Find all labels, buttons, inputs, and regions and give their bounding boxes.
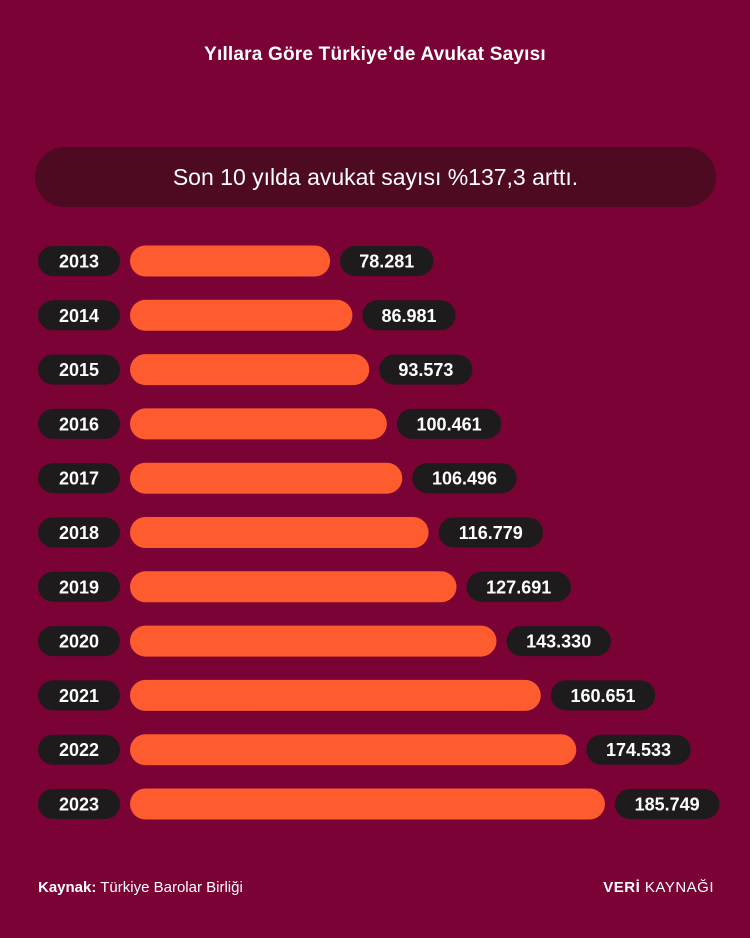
value-pill [340, 246, 434, 276]
value-pill [614, 789, 720, 819]
value-label: 185.749 [635, 795, 700, 815]
value-pill [506, 626, 611, 657]
bar [130, 462, 403, 494]
year-pill [38, 734, 120, 765]
year-label: 2014 [59, 306, 99, 326]
highlight-text: Son 10 yılda avukat sayısı %137,3 arttı. [172, 163, 579, 190]
year-label: 2016 [59, 414, 99, 434]
value-pill [412, 463, 517, 494]
year-pill [38, 626, 120, 657]
value-pill [362, 300, 456, 331]
year-pill [38, 463, 120, 494]
value-label: 127.691 [486, 577, 551, 597]
bar [130, 245, 331, 277]
year-label: 2017 [59, 469, 99, 489]
value-label: 78.281 [359, 252, 414, 272]
year-pill [38, 300, 120, 331]
year-pill [38, 408, 120, 439]
value-pill [396, 408, 502, 439]
year-label: 2018 [59, 523, 99, 543]
value-label: 86.981 [381, 306, 436, 326]
year-pill [38, 354, 120, 385]
year-pill [38, 789, 120, 819]
chart-title: Yıllara Göre Türkiye’de Avukat Sayısı [204, 44, 546, 65]
value-label: 100.461 [417, 414, 482, 434]
value-pill [586, 734, 691, 765]
year-pill [38, 517, 120, 548]
year-pill [38, 680, 120, 711]
bar [130, 354, 370, 386]
year-label: 2023 [59, 795, 99, 815]
year-label: 2020 [59, 632, 99, 652]
brand-light: KAYNAĞI [644, 879, 714, 896]
bar [130, 788, 605, 820]
value-label: 174.533 [606, 740, 671, 760]
bar [130, 408, 387, 440]
brand-bold: VERİ [603, 879, 641, 896]
bar [130, 625, 497, 657]
year-label: 2013 [59, 252, 99, 272]
year-label: 2019 [59, 577, 99, 597]
value-label: 160.651 [570, 686, 635, 706]
value-pill [550, 680, 656, 711]
bar [130, 517, 429, 548]
bar-chart: 2013 78.281 2014 86.981 2015 93.573 2016 100.46… [38, 245, 720, 820]
year-label: 2022 [59, 740, 99, 760]
source-label: Kaynak: [38, 879, 97, 896]
source-name: Türkiye Barolar Birliği [100, 879, 243, 896]
bar [130, 734, 577, 766]
value-pill [379, 354, 473, 385]
brand-logo: VERİ KAYNAĞI [603, 879, 714, 896]
bar [130, 679, 541, 711]
bar [130, 299, 353, 331]
value-pill [466, 571, 571, 602]
value-label: 116.779 [459, 523, 523, 543]
value-label: 106.496 [432, 469, 497, 489]
value-label: 93.573 [398, 360, 453, 380]
highlight-banner: Son 10 yılda avukat sayısı %137,3 arttı. [35, 147, 716, 207]
value-label: 143.330 [526, 632, 591, 652]
bar [130, 571, 457, 603]
source-credit: Kaynak: Türkiye Barolar Birliği [38, 879, 243, 896]
year-label: 2021 [59, 686, 99, 706]
year-label: 2015 [59, 360, 99, 380]
year-pill [38, 246, 120, 276]
year-pill [38, 571, 120, 602]
value-pill [438, 517, 544, 548]
